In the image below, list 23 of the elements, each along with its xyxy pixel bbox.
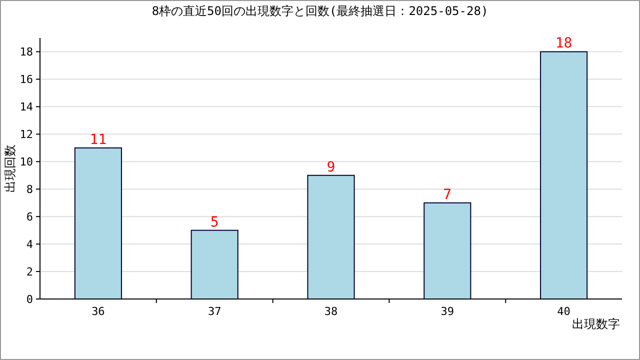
ytick: 2 (26, 266, 33, 279)
ytick: 18 (20, 46, 33, 59)
data-label: 11 (90, 132, 107, 148)
xtick: 39 (440, 305, 454, 318)
ytick: 0 (26, 293, 33, 306)
ytick: 6 (26, 210, 33, 224)
ytick: 14 (20, 100, 33, 114)
title: 8枠の直近50回の出現数字と回数(最終抽選日：2025-05-28) (152, 4, 488, 18)
data-label: 18 (555, 36, 572, 52)
ytick: 8 (26, 183, 33, 196)
xtick: 38 (324, 305, 338, 318)
xtick: 40 (557, 305, 570, 318)
ytick: 12 (20, 128, 33, 142)
data-label: 9 (326, 159, 336, 176)
ytick: 16 (20, 73, 33, 86)
xlabel: 出現数字 (572, 317, 620, 331)
data-label: 5 (210, 214, 219, 230)
ylabel: 出現回数 (3, 144, 17, 192)
xtick: 36 (92, 305, 105, 318)
ytick: 4 (26, 238, 33, 252)
data-label: 7 (443, 186, 452, 203)
ytick: 10 (20, 156, 33, 169)
xtick: 37 (208, 305, 222, 318)
